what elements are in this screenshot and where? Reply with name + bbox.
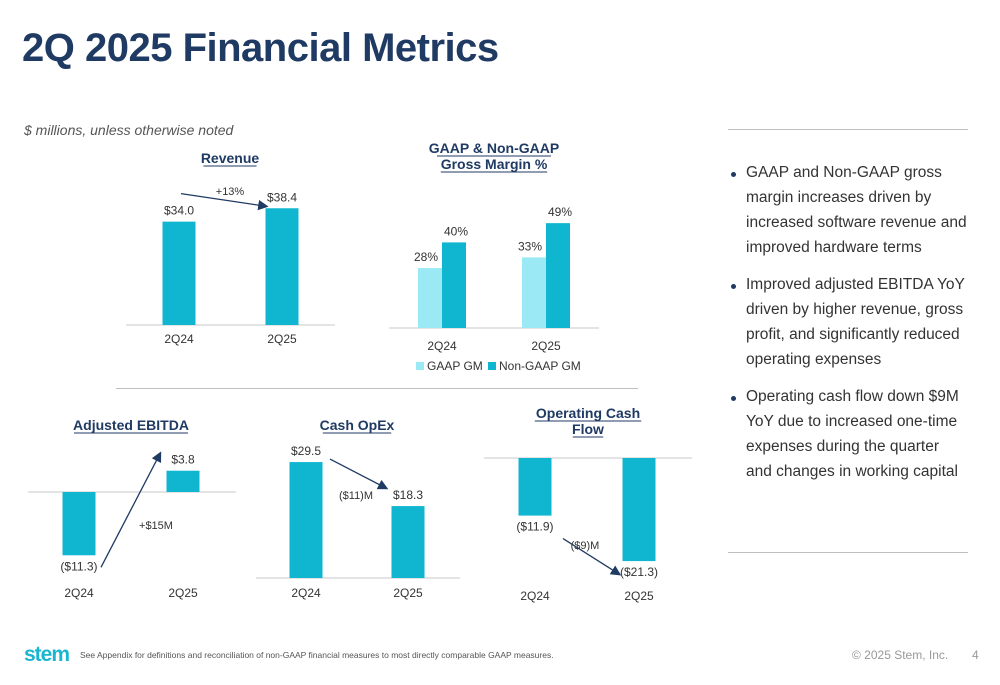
cash-opex-bar <box>391 506 425 578</box>
ocf-decline-arrow <box>562 538 622 576</box>
adjusted-ebitda-value-label: ($11.3) <box>60 559 97 573</box>
page-number: 4 <box>972 648 979 662</box>
gross-margin-bar-gaap <box>522 257 546 328</box>
operating-cash-flow-tick-label: 2Q24 <box>520 589 550 603</box>
footnote: See Appendix for definitions and reconci… <box>80 650 554 660</box>
cash-opex-value-label: $29.5 <box>291 444 321 458</box>
operating-cash-flow-bar <box>622 458 656 562</box>
revenue-value-label: $34.0 <box>164 204 194 218</box>
gross-margin-value-label: 28% <box>414 250 438 264</box>
gross-margin-bar-non-gaap <box>546 223 570 328</box>
divider-bottom-right <box>728 552 968 553</box>
adjusted-ebitda-tick-label: 2Q25 <box>168 586 198 600</box>
divider-charts <box>116 388 638 389</box>
revenue-tick-label: 2Q25 <box>267 332 297 346</box>
gross-margin-title: GAAP & Non-GAAP <box>429 140 559 156</box>
divider-top-right <box>728 129 968 130</box>
adjusted-ebitda-bar <box>62 492 96 556</box>
adjusted-ebitda-title: Adjusted EBITDA <box>73 417 189 433</box>
legend-label-gaap: GAAP GM <box>427 359 483 373</box>
revenue-growth-arrow <box>180 192 269 211</box>
adjusted-ebitda-bar <box>166 470 200 492</box>
ebitda-growth-arrow <box>100 451 162 568</box>
bullet-item: Operating cash flow down $9M YoY due to … <box>728 384 968 484</box>
bullet-item: GAAP and Non-GAAP gross margin increases… <box>728 160 968 260</box>
revenue-tick-label: 2Q24 <box>164 332 194 346</box>
gross-margin-title: Gross Margin % <box>441 156 548 172</box>
bullet-list: GAAP and Non-GAAP gross margin increases… <box>728 160 968 496</box>
cash-opex-tick-label: 2Q25 <box>393 586 423 600</box>
adjusted-ebitda-value-label: $3.8 <box>171 453 195 467</box>
opex-decline-arrow <box>329 458 389 490</box>
adjusted-ebitda-tick-label: 2Q24 <box>64 586 94 600</box>
gross-margin-value-label: 33% <box>518 239 542 253</box>
legend-swatch-non-gaap <box>488 362 496 370</box>
slide-title: 2Q 2025 Financial Metrics <box>22 26 499 70</box>
operating-cash-flow-title: Flow <box>572 421 604 437</box>
revenue-annotation: +13% <box>216 186 245 198</box>
gross-margin-tick-label: 2Q25 <box>531 339 561 353</box>
operating-cash-flow-tick-label: 2Q25 <box>624 589 654 603</box>
bullet-item: Improved adjusted EBITDA YoY driven by h… <box>728 272 968 372</box>
gross-margin-tick-label: 2Q24 <box>427 339 457 353</box>
operating-cash-flow-title: Operating Cash <box>536 405 640 421</box>
cash-opex-value-label: $18.3 <box>393 488 423 502</box>
revenue-value-label: $38.4 <box>267 190 297 204</box>
revenue-bar <box>162 221 196 325</box>
gross-margin-bar-non-gaap <box>442 242 466 328</box>
gross-margin-value-label: 49% <box>548 205 572 219</box>
opex-annotation: ($11)M <box>339 490 373 502</box>
revenue-bar <box>265 208 299 325</box>
cash-opex-title: Cash OpEx <box>320 417 395 433</box>
ocf-annotation: ($9)M <box>571 540 600 552</box>
operating-cash-flow-value-label: ($21.3) <box>620 565 658 579</box>
gross-margin-value-label: 40% <box>444 224 468 238</box>
cash-opex-bar <box>289 462 323 578</box>
cash-opex-tick-label: 2Q24 <box>291 586 321 600</box>
operating-cash-flow-value-label: ($11.9) <box>516 520 553 534</box>
revenue-title: Revenue <box>201 150 260 166</box>
stem-logo: stem <box>24 643 70 666</box>
units-note: $ millions, unless otherwise noted <box>24 122 234 138</box>
ebitda-annotation: +$15M <box>139 520 173 532</box>
legend-swatch-gaap <box>416 362 424 370</box>
operating-cash-flow-bar <box>518 458 552 516</box>
legend-label-non-gaap: Non-GAAP GM <box>499 359 581 373</box>
gross-margin-bar-gaap <box>418 268 442 328</box>
copyright: © 2025 Stem, Inc. <box>852 648 949 662</box>
